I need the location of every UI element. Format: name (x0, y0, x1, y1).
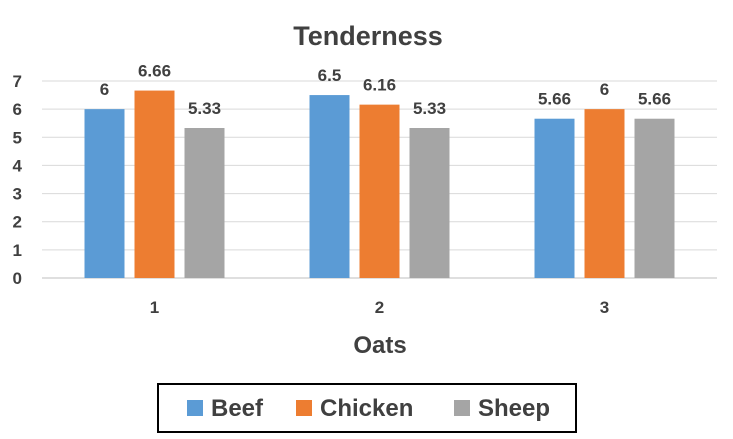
data-labels: 6 6.66 5.33 6.5 6.16 5.33 5.66 6 5.66 (100, 62, 671, 118)
y-axis-ticks: 0 1 2 3 4 5 6 7 (13, 72, 23, 288)
x-axis-title: Oats (353, 332, 406, 359)
y-tick-label: 1 (13, 241, 22, 260)
legend-swatch-chicken (296, 400, 312, 416)
data-label: 6 (100, 80, 109, 99)
bar-chicken-1 (134, 90, 175, 278)
legend-swatch-beef (187, 400, 203, 416)
y-tick-label: 4 (13, 156, 23, 175)
chart-title: Tenderness (293, 21, 443, 51)
y-tick-label: 5 (13, 128, 22, 147)
data-label: 6.16 (363, 76, 396, 95)
y-tick-label: 2 (13, 213, 22, 232)
bar-sheep-2 (409, 127, 450, 279)
data-label: 6 (600, 80, 609, 99)
bar-beef-3 (534, 118, 575, 278)
data-label: 5.33 (413, 99, 446, 118)
y-tick-label: 0 (13, 269, 22, 288)
data-label: 6.66 (138, 62, 171, 81)
bars (84, 90, 675, 279)
legend-label-chicken: Chicken (320, 395, 413, 422)
legend-swatch-sheep (454, 400, 470, 416)
bar-chicken-2 (359, 104, 400, 278)
legend-label-beef: Beef (211, 395, 264, 422)
data-label: 5.66 (538, 90, 571, 109)
data-label: 6.5 (318, 66, 342, 85)
bar-chicken-3 (584, 109, 625, 279)
legend-label-sheep: Sheep (478, 395, 550, 422)
bar-beef-2 (309, 95, 350, 278)
bar-beef-1 (84, 109, 125, 279)
x-tick-label: 3 (600, 298, 609, 317)
legend-box (157, 383, 577, 433)
legend: Beef Chicken Sheep (157, 383, 577, 433)
data-label: 5.66 (638, 90, 671, 109)
y-tick-label: 3 (13, 185, 22, 204)
y-tick-label: 6 (13, 100, 22, 119)
x-axis-ticks: 1 2 3 (150, 298, 609, 317)
data-label: 5.33 (188, 99, 221, 118)
x-tick-label: 1 (150, 298, 159, 317)
y-tick-label: 7 (13, 72, 22, 91)
bar-sheep-3 (634, 118, 675, 278)
bar-sheep-1 (184, 127, 225, 279)
x-tick-label: 2 (375, 298, 384, 317)
